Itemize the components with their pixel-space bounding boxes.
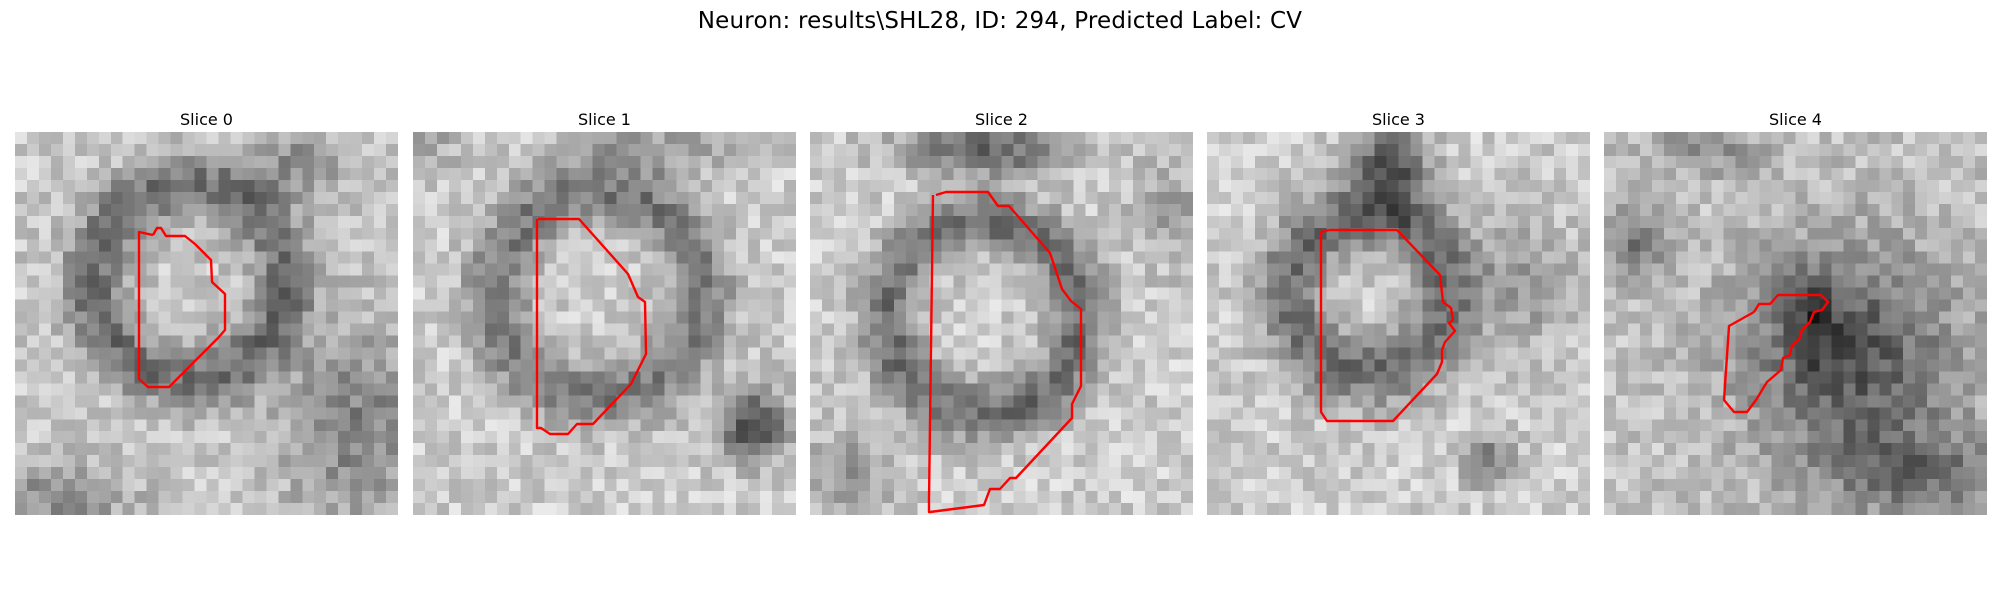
slice-panel-0: Slice 0 xyxy=(15,108,398,515)
slice-title-3: Slice 3 xyxy=(1207,108,1590,132)
slice-image-4 xyxy=(1604,132,1987,515)
slice-image-2 xyxy=(810,132,1193,515)
slice-title-2: Slice 2 xyxy=(810,108,1193,132)
slice-image-0 xyxy=(15,132,398,515)
slice-image-1 xyxy=(413,132,796,515)
slice-title-0: Slice 0 xyxy=(15,108,398,132)
slice-panel-3: Slice 3 xyxy=(1207,108,1590,515)
figure-title: Neuron: results\SHL28, ID: 294, Predicte… xyxy=(0,8,2000,34)
slice-title-1: Slice 1 xyxy=(413,108,796,132)
slice-panel-2: Slice 2 xyxy=(810,108,1193,515)
slice-image-3 xyxy=(1207,132,1590,515)
slice-title-4: Slice 4 xyxy=(1604,108,1987,132)
slice-panel-4: Slice 4 xyxy=(1604,108,1987,515)
slice-panel-1: Slice 1 xyxy=(413,108,796,515)
